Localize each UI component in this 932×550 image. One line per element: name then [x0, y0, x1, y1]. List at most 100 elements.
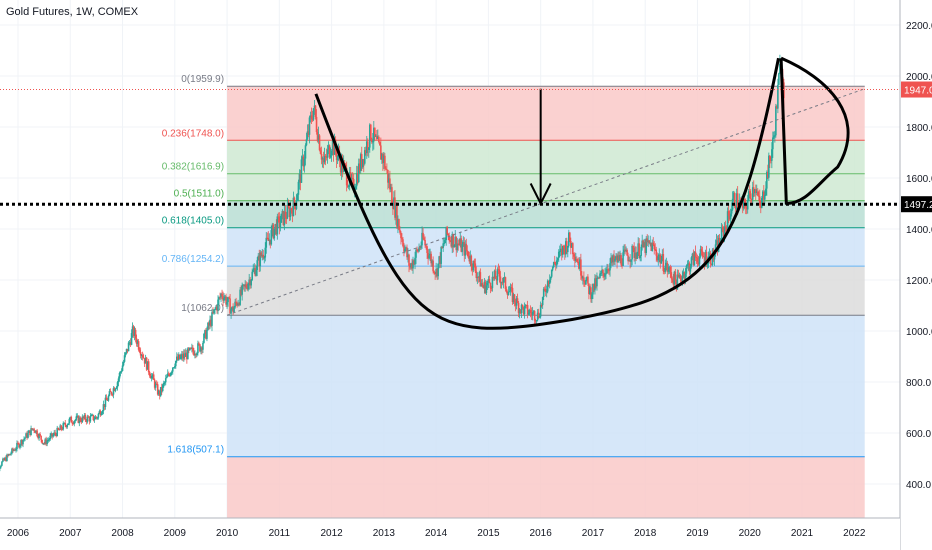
- fib-label: 1(1062.0): [181, 303, 224, 314]
- candle-body: [552, 262, 555, 268]
- candle-body: [645, 238, 648, 254]
- candle-body: [733, 192, 736, 206]
- candle-body: [39, 434, 41, 436]
- candle-body: [262, 254, 265, 258]
- candle-body: [305, 139, 308, 146]
- candle-body: [642, 240, 644, 248]
- candle-body: [261, 254, 264, 257]
- candle-body: [684, 273, 687, 279]
- candle-body: [667, 270, 670, 272]
- candle-body: [142, 357, 145, 359]
- candle-body: [357, 163, 360, 183]
- price-candles: [0, 54, 785, 472]
- candle-body: [661, 254, 664, 261]
- candle-body: [57, 427, 60, 430]
- candle-body: [401, 238, 403, 240]
- candle-body: [0, 467, 1, 469]
- candle-body: [514, 302, 517, 306]
- candle-body: [408, 254, 410, 266]
- candle-body: [665, 262, 668, 266]
- candle-body: [294, 204, 297, 209]
- time-axis[interactable]: 2006 2007 2008 2009 2010 2011 2012 2013 2014 2015…: [0, 517, 900, 550]
- candle-body: [469, 255, 472, 262]
- candle-body: [274, 224, 277, 229]
- candle-body: [245, 284, 247, 288]
- candle-body: [773, 135, 775, 138]
- handle-shape: [779, 56, 850, 205]
- candle-body: [659, 254, 662, 264]
- candle-body: [280, 213, 283, 223]
- candle-body: [754, 189, 757, 193]
- candle-body: [361, 159, 364, 168]
- candle-body: [222, 296, 224, 301]
- candle-body: [527, 313, 530, 315]
- candle-body: [219, 297, 221, 299]
- candle-body: [412, 260, 414, 269]
- candle-body: [333, 139, 336, 155]
- candle-body: [148, 372, 151, 376]
- candle-body: [96, 417, 99, 419]
- candle-body: [570, 241, 572, 248]
- candle-body: [603, 273, 605, 277]
- candle-body: [429, 253, 431, 256]
- candle-body: [310, 115, 313, 120]
- candle-body: [696, 257, 699, 263]
- candle-body: [137, 341, 140, 350]
- price-tag-label: 1497.2: [904, 200, 932, 211]
- candle-body: [411, 263, 413, 269]
- candle-body: [535, 320, 538, 322]
- x-tick-label: 2009: [164, 528, 187, 539]
- candle-body: [463, 242, 466, 256]
- candle-body: [377, 136, 379, 140]
- candle-body: [648, 240, 651, 243]
- candle-body: [22, 440, 24, 445]
- candle-body: [323, 155, 326, 163]
- candle-body: [168, 374, 171, 376]
- candle-body: [779, 63, 781, 74]
- x-tick-label: 2012: [320, 528, 343, 539]
- candle-body: [698, 256, 701, 265]
- candle-body: [23, 438, 25, 441]
- fib-zone: [227, 227, 865, 267]
- candle-body: [479, 272, 482, 287]
- candle-body: [216, 306, 218, 311]
- candle-body: [71, 422, 74, 424]
- candle-body: [72, 423, 75, 425]
- candle-body: [232, 306, 234, 313]
- candle-body: [172, 367, 175, 369]
- candle-body: [679, 275, 682, 279]
- candle-body: [131, 326, 134, 334]
- chart-drawings: [0, 56, 900, 330]
- candle-body: [84, 415, 87, 421]
- candle-body: [311, 119, 314, 121]
- fib-label: 0.5(1511.0): [174, 189, 224, 200]
- candle-body: [187, 348, 189, 360]
- candle-body: [668, 267, 671, 271]
- candle-body: [505, 288, 508, 293]
- candle-body: [118, 372, 121, 379]
- candle-body: [633, 247, 635, 258]
- candle-body: [543, 288, 546, 290]
- candle-body: [778, 73, 780, 85]
- candle-body: [9, 454, 11, 456]
- candle-body: [339, 160, 342, 173]
- candle-body: [703, 257, 706, 264]
- candle-body: [55, 433, 57, 437]
- candle-body: [391, 187, 393, 203]
- candle-body: [528, 310, 531, 314]
- candle-body: [98, 411, 101, 414]
- candle-body: [687, 263, 690, 265]
- candle-body: [530, 312, 533, 316]
- candle-body: [482, 285, 485, 289]
- candle-body: [11, 448, 13, 454]
- candle-body: [621, 264, 623, 266]
- candle-body: [646, 238, 649, 243]
- candle-body: [170, 371, 173, 373]
- candle-body: [559, 248, 562, 251]
- candle-body: [195, 354, 197, 356]
- fib-zone: [227, 86, 865, 141]
- candle-body: [347, 185, 350, 188]
- candle-body: [184, 353, 186, 357]
- candle-body: [38, 434, 40, 439]
